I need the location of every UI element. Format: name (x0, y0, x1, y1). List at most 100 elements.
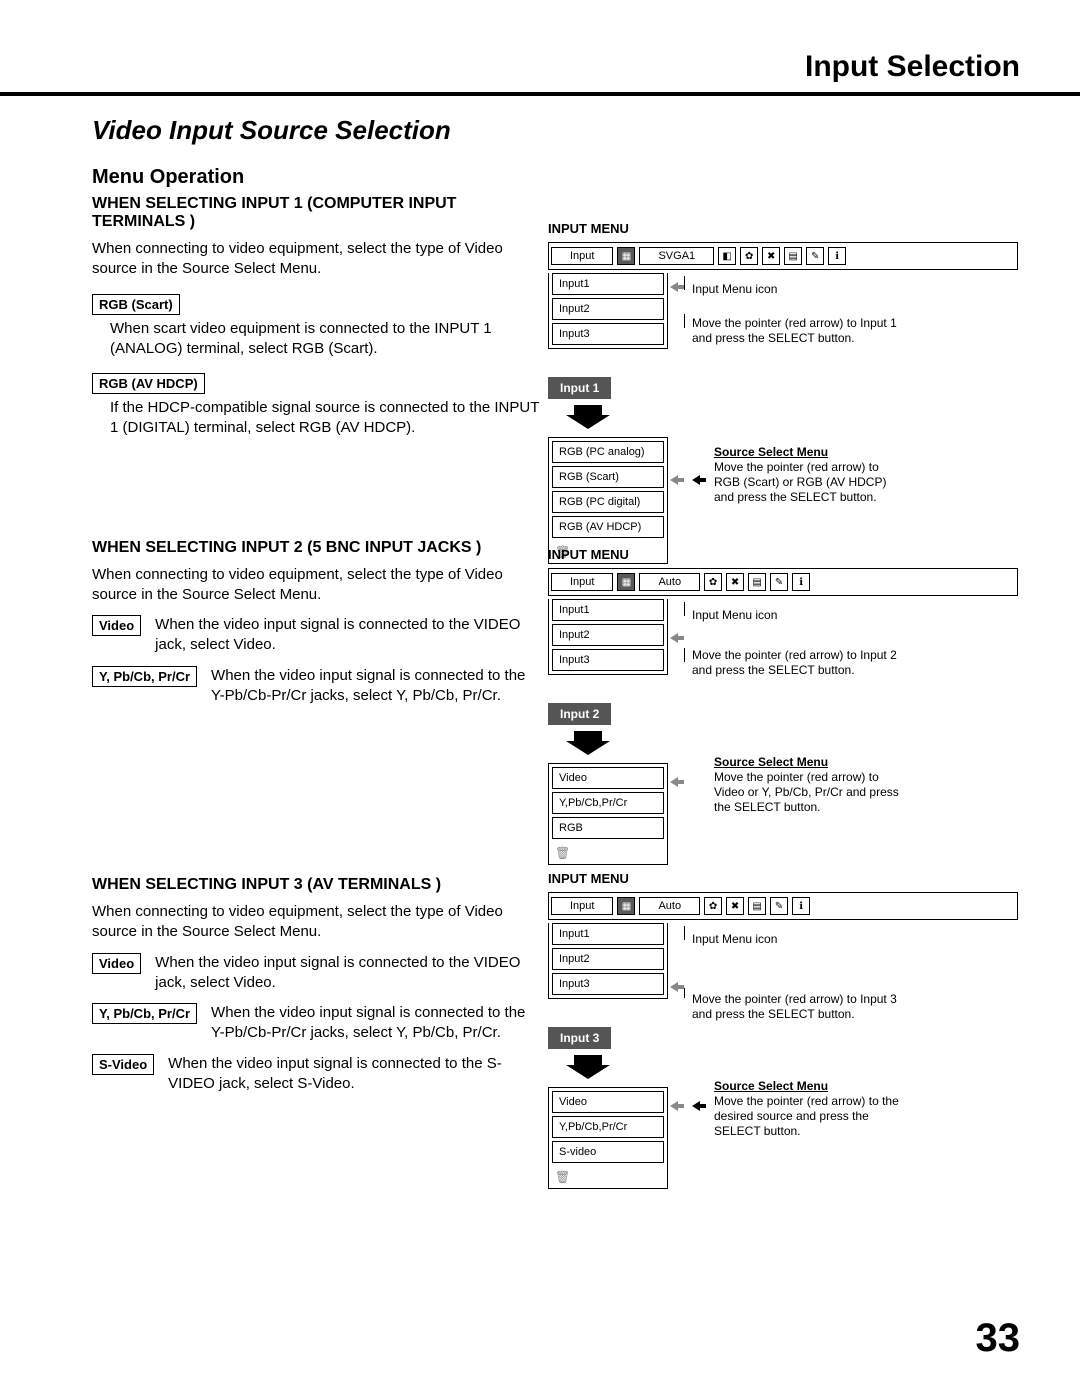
option-text: When the video input signal is connected… (155, 953, 542, 994)
input-menu-icon: ▦ (617, 897, 635, 915)
source-select-box: Video Y,Pb/Cb,Pr/Cr RGB 🗑 (548, 763, 668, 865)
toolbar-input-tab: Input (551, 573, 613, 591)
toolbar-icon: ✿ (704, 573, 722, 591)
input-tag: Input 1 (548, 377, 611, 399)
callout-line (684, 314, 685, 328)
option-text: When the video input signal is connected… (211, 666, 542, 707)
source-select-box: Video Y,Pb/Cb,Pr/Cr S-video 🗑 (548, 1087, 668, 1189)
input3-block: WHEN SELECTING INPUT 3 (AV TERMINALS ) W… (92, 876, 542, 1094)
toolbar-icon: ▤ (748, 897, 766, 915)
callout-line (684, 648, 685, 662)
move-callout: Move the pointer (red arrow) to Input 2 … (692, 648, 912, 678)
source-callout-text: Move the pointer (red arrow) to Video or… (714, 770, 899, 814)
input1-diagram: INPUT MENU Input ▦ SVGA1 ◧ ✿ ✖ ▤ ✎ ℹ Inp… (548, 221, 1018, 564)
option-text: When the video input signal is connected… (155, 615, 542, 656)
list-item: Input2 (552, 298, 664, 320)
menu-toolbar: Input ▦ Auto ✿ ✖ ▤ ✎ ℹ (548, 892, 1018, 920)
input-menu-icon: ▦ (617, 573, 635, 591)
icon-callout: Input Menu icon (692, 282, 777, 297)
callout-line (684, 276, 685, 290)
input3-diagram: INPUT MENU Input ▦ Auto ✿ ✖ ▤ ✎ ℹ Input … (548, 871, 1018, 1189)
callout-line (684, 988, 685, 998)
input-list: Input1 Input2 Input3 (548, 599, 668, 675)
list-item: Input2 (552, 948, 664, 970)
toolbar-icon: ℹ (792, 573, 810, 591)
content: Video Input Source Selection Menu Operat… (92, 115, 1020, 1094)
list-item: Input1 (552, 273, 664, 295)
trash-icon: 🗑 (549, 1166, 667, 1188)
diagram-title: INPUT MENU (548, 547, 1018, 562)
toolbar-icon: ✎ (770, 573, 788, 591)
input3-heading: WHEN SELECTING INPUT 3 (AV TERMINALS ) (92, 876, 542, 894)
toolbar-icon: ✖ (726, 573, 744, 591)
input1-intro: When connecting to video equipment, sele… (92, 239, 542, 280)
source-callout: Source Select Menu Move the pointer (red… (714, 445, 894, 505)
option-label: Y, Pb/Cb, Pr/Cr (92, 1003, 197, 1024)
icon-callout: Input Menu icon (692, 932, 777, 947)
source-title: Source Select Menu (714, 1079, 828, 1093)
source-title: Source Select Menu (714, 445, 828, 459)
list-item: Y,Pb/Cb,Pr/Cr (552, 1116, 664, 1138)
list-item: Input1 (552, 599, 664, 621)
icon-callout: Input Menu icon (692, 608, 777, 623)
toolbar-mode-tab: SVGA1 (639, 247, 714, 265)
page-number: 33 (976, 1316, 1021, 1361)
toolbar-icon: ✎ (806, 247, 824, 265)
menu-toolbar: Input ▦ SVGA1 ◧ ✿ ✖ ▤ ✎ ℹ (548, 242, 1018, 270)
source-callout-text: Move the pointer (red arrow) to RGB (Sca… (714, 460, 886, 504)
down-arrow-icon (574, 731, 1018, 755)
move-callout: Move the pointer (red arrow) to Input 3 … (692, 992, 912, 1022)
pointer-arrow-icon (670, 1101, 684, 1111)
option-label: RGB (Scart) (92, 294, 180, 315)
option-text: When the video input signal is connected… (211, 1003, 542, 1044)
source-callout: Source Select Menu Move the pointer (red… (714, 755, 904, 815)
input-tag: Input 3 (548, 1027, 611, 1049)
list-item: RGB (552, 817, 664, 839)
list-item: Input1 (552, 923, 664, 945)
toolbar-mode-tab: Auto (639, 573, 700, 591)
list-item: Input2 (552, 624, 664, 646)
move-callout: Move the pointer (red arrow) to Input 1 … (692, 316, 912, 346)
section-title: Video Input Source Selection (92, 115, 1020, 146)
menu-operation-heading: Menu Operation (92, 166, 1020, 189)
source-title: Source Select Menu (714, 755, 828, 769)
list-item: Input3 (552, 973, 664, 995)
input1-heading: WHEN SELECTING INPUT 1 (COMPUTER INPUT T… (92, 195, 542, 231)
list-item: RGB (PC analog) (552, 441, 664, 463)
source-callout-text: Move the pointer (red arrow) to the desi… (714, 1094, 899, 1138)
option-label: Y, Pb/Cb, Pr/Cr (92, 666, 197, 687)
input3-intro: When connecting to video equipment, sele… (92, 902, 542, 943)
pointer-arrow-icon (670, 475, 684, 485)
list-item: Video (552, 1091, 664, 1113)
list-item: RGB (AV HDCP) (552, 516, 664, 538)
down-arrow-icon (574, 1055, 1018, 1079)
option-text: When the video input signal is connected… (168, 1054, 542, 1095)
toolbar-icon: ▤ (748, 573, 766, 591)
list-item: Input3 (552, 323, 664, 345)
toolbar-icon: ✿ (704, 897, 722, 915)
option-label: RGB (AV HDCP) (92, 373, 205, 394)
option-label: Video (92, 953, 141, 974)
pointer-arrow-icon (670, 633, 684, 643)
input-menu-icon: ▦ (617, 247, 635, 265)
input2-diagram: INPUT MENU Input ▦ Auto ✿ ✖ ▤ ✎ ℹ Input … (548, 547, 1018, 865)
toolbar-mode-tab: Auto (639, 897, 700, 915)
input-tag: Input 2 (548, 703, 611, 725)
diagram-title: INPUT MENU (548, 221, 1018, 236)
pointer-arrow-icon (670, 777, 684, 787)
toolbar-icon: ✖ (726, 897, 744, 915)
source-callout: Source Select Menu Move the pointer (red… (714, 1079, 904, 1139)
list-item: S-video (552, 1141, 664, 1163)
input-list: Input1 Input2 Input3 (548, 273, 668, 349)
option-text: If the HDCP-compatible signal source is … (110, 398, 542, 439)
input2-heading: WHEN SELECTING INPUT 2 (5 BNC INPUT JACK… (92, 539, 542, 557)
input2-intro: When connecting to video equipment, sele… (92, 565, 542, 606)
page-header: Input Selection (0, 50, 1080, 96)
toolbar-icon: ✿ (740, 247, 758, 265)
toolbar-icon: ℹ (792, 897, 810, 915)
list-item: Input3 (552, 649, 664, 671)
list-item: Video (552, 767, 664, 789)
down-arrow-icon (574, 405, 1018, 429)
option-label: Video (92, 615, 141, 636)
option-label: S-Video (92, 1054, 154, 1075)
